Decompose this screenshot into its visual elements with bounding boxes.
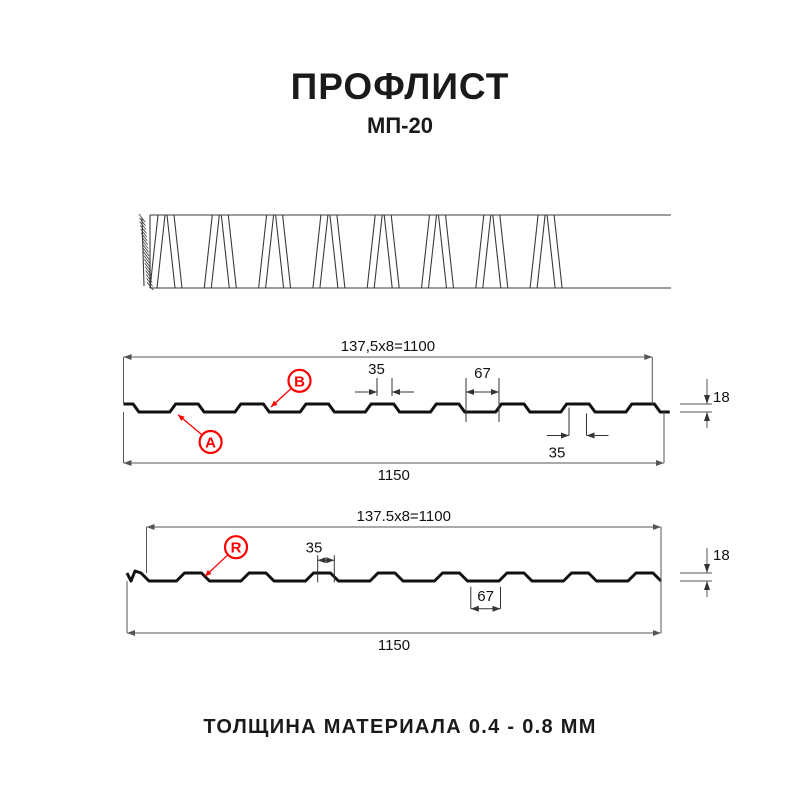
svg-text:35: 35 bbox=[306, 539, 323, 556]
svg-text:1150: 1150 bbox=[378, 637, 410, 654]
svg-text:67: 67 bbox=[477, 588, 494, 605]
svg-text:137.5х8=1100: 137.5х8=1100 bbox=[357, 508, 451, 525]
svg-text:R: R bbox=[231, 540, 242, 557]
svg-text:18: 18 bbox=[713, 547, 730, 564]
